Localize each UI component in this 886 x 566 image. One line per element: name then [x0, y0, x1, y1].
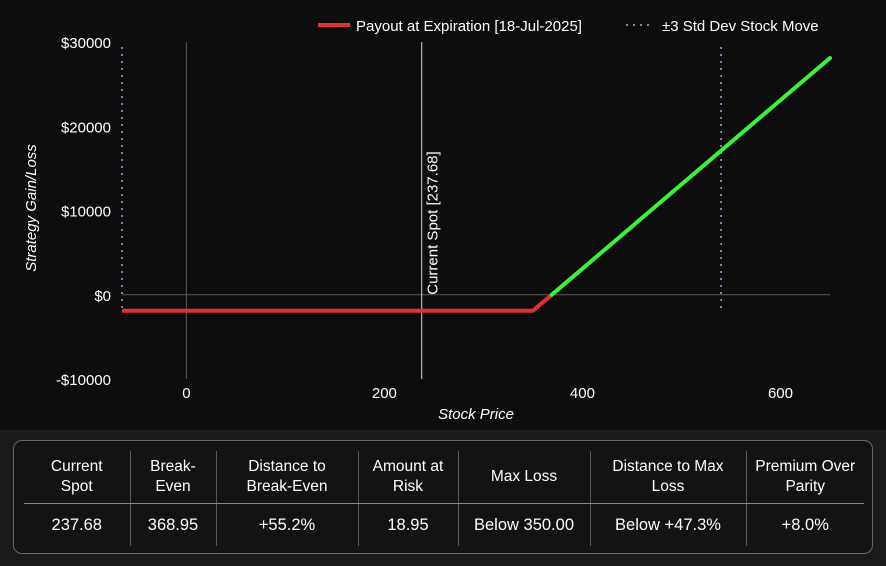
stats-header-5: Distance to Max Loss: [590, 451, 747, 504]
stats-value-2: +55.2%: [216, 503, 359, 546]
stats-value-4: Below 350.00: [458, 503, 591, 546]
stats-header-4: Max Loss: [458, 451, 591, 504]
stats-header-0: Current Spot: [24, 451, 131, 504]
x-axis-title: Stock Price: [438, 406, 514, 423]
stats-header-3: Amount at Risk: [358, 451, 459, 504]
stats-value-3: 18.95: [358, 503, 459, 546]
label-layer: Current Spot [237.68] 0 200 400 600 -$10000 $0…: [56, 35, 793, 402]
stats-panel: Current Spot Break- Even Distance to Break-Ev…: [13, 440, 873, 554]
stats-value-0: 237.68: [24, 503, 131, 546]
stats-value-row: 237.68 368.95 +55.2% 18.95 Below 350.00 Below…: [24, 503, 864, 546]
stats-header-2: Distance to Break-Even: [216, 451, 359, 504]
legend-std-dev-label: ±3 Std Dev Stock Move: [662, 18, 819, 35]
stats-value-5: Below +47.3%: [590, 503, 747, 546]
stats-table: Current Spot Break- Even Distance to Break-Ev…: [24, 451, 864, 546]
y-tick-label-0: -$10000: [56, 372, 111, 389]
stats-header-1: Break- Even: [130, 451, 217, 504]
x-tick-label-1: 200: [372, 385, 397, 402]
stats-value-6: +8.0%: [781, 515, 829, 534]
y-tick-label-4: $30000: [61, 35, 111, 52]
y-tick-label-3: $20000: [61, 119, 111, 136]
line-layer: [122, 56, 832, 313]
chart-svg: Current Spot [237.68] 0 200 400 600 -$10000 $0…: [23, 18, 832, 423]
stats-header-row: Current Spot Break- Even Distance to Break-Ev…: [24, 451, 864, 504]
x-tick-label-0: 0: [182, 385, 190, 402]
payoff-chart: Current Spot [237.68] 0 200 400 600 -$10000 $0…: [0, 0, 886, 430]
stats-header-6: Premium Over Parity: [746, 451, 864, 504]
payout-line-gain: [549, 56, 832, 297]
stats-value-1: 368.95: [130, 503, 217, 546]
y-tick-label-1: $0: [94, 288, 111, 305]
y-axis-title: Strategy Gain/Loss: [23, 144, 40, 272]
x-tick-label-3: 600: [768, 385, 793, 402]
payout-line-loss: [122, 293, 553, 313]
x-tick-label-2: 400: [570, 385, 595, 402]
grid-layer: [121, 42, 830, 379]
current-spot-label: Current Spot [237.68]: [425, 151, 442, 294]
legend-payout-label: Payout at Expiration [18-Jul-2025]: [356, 18, 582, 35]
y-tick-label-2: $10000: [61, 204, 111, 221]
legend: Payout at Expiration [18-Jul-2025] ±3 St…: [318, 18, 819, 35]
